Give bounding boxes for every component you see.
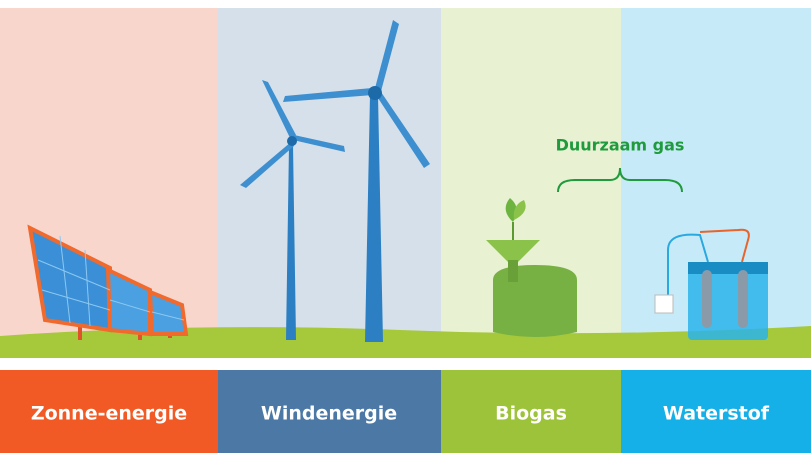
- page: Duurzaam gas Zonne-energie Windenergie B…: [0, 0, 811, 453]
- category-label: Waterstof: [663, 403, 770, 425]
- category-label: Zonne-energie: [31, 403, 187, 425]
- annotation: Duurzaam gas: [556, 136, 685, 155]
- category-label: Biogas: [495, 403, 567, 425]
- infographic: Duurzaam gas Zonne-energie Windenergie B…: [0, 0, 811, 453]
- category-label: Windenergie: [261, 403, 397, 425]
